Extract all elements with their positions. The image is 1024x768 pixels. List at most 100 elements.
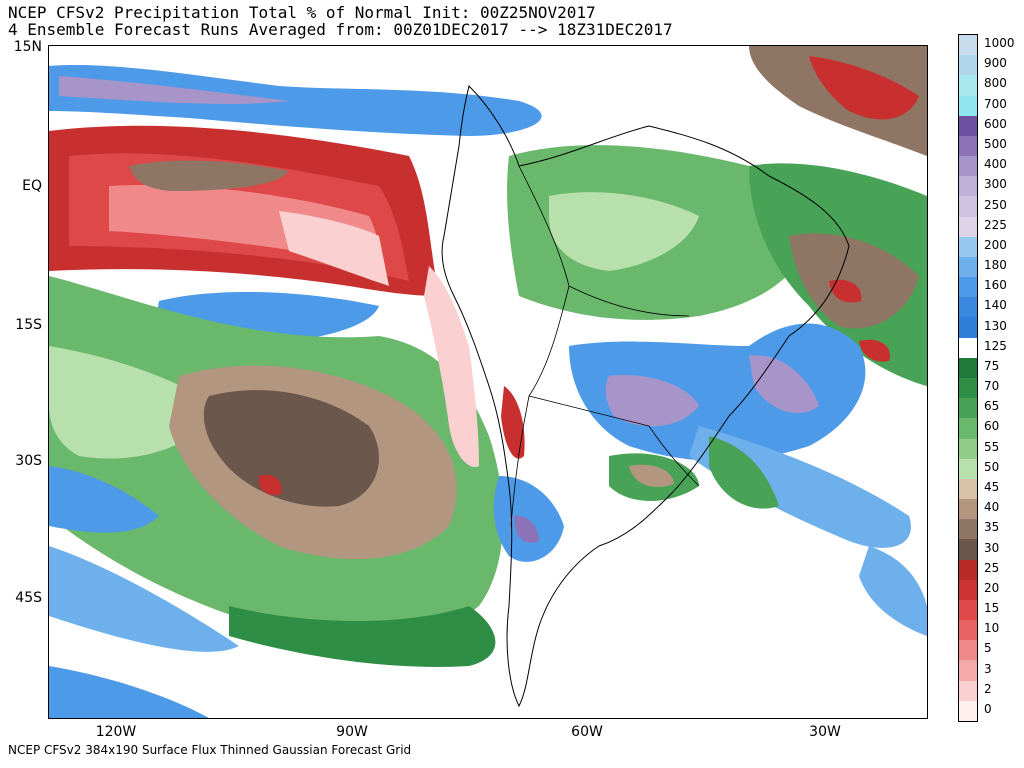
central-sa-blue xyxy=(569,323,866,461)
colorbar-label: 700 xyxy=(984,96,1007,111)
north-blue-inner xyxy=(59,76,289,104)
colorbar-segment xyxy=(959,115,977,137)
colorbar-segment xyxy=(959,156,977,177)
lat-label-45s: 45S xyxy=(15,590,42,606)
colorbar-segment xyxy=(959,700,977,722)
colorbar-label: 225 xyxy=(984,217,1007,232)
colorbar-label: 60 xyxy=(984,419,1000,434)
colorbar-segment xyxy=(959,418,977,440)
colorbar-label: 3 xyxy=(984,661,992,676)
colorbar-label: 140 xyxy=(984,298,1007,313)
central-sa-purple xyxy=(605,375,699,427)
colorbar-label: 1000 xyxy=(984,36,1015,51)
colorbar-segment xyxy=(959,378,977,399)
colorbar-segment xyxy=(959,337,977,359)
lon-label-30w: 30W xyxy=(809,724,841,740)
colorbar-label: 55 xyxy=(984,439,1000,454)
colorbar-segment xyxy=(959,297,977,318)
colorbar-label: 2 xyxy=(984,681,992,696)
colorbar-segment xyxy=(959,317,977,339)
colorbar-segment xyxy=(959,519,977,540)
colorbar-segment xyxy=(959,135,977,157)
colorbar-label: 900 xyxy=(984,56,1007,71)
colorbar-segment xyxy=(959,277,977,298)
colorbar-label: 125 xyxy=(984,338,1007,353)
colorbar-label: 300 xyxy=(984,177,1007,192)
ne-brazil-red xyxy=(829,279,862,303)
colorbar-label: 250 xyxy=(984,197,1007,212)
colorbar-label: 160 xyxy=(984,278,1007,293)
colorbar-segment xyxy=(959,35,977,56)
title-line-2: 4 Ensemble Forecast Runs Averaged from: … xyxy=(8,20,673,39)
amazon-light xyxy=(549,192,699,271)
uruguay-brown xyxy=(629,464,674,487)
title-line-1: NCEP CFSv2 Precipitation Total % of Norm… xyxy=(8,3,596,22)
precipitation-map xyxy=(48,45,928,719)
south-pacific-red-spot xyxy=(258,474,282,496)
south-america-coastline xyxy=(441,85,850,708)
colorbar-segment xyxy=(959,680,977,702)
colorbar-label: 500 xyxy=(984,136,1007,151)
colorbar-label: 35 xyxy=(984,520,1000,535)
ne-brazil-red-2 xyxy=(859,339,890,362)
colorbar-segment xyxy=(959,438,977,460)
colorbar-segment xyxy=(959,75,977,97)
colorbar-segment xyxy=(959,176,977,197)
footer-caption: NCEP CFSv2 384x190 Surface Flux Thinned … xyxy=(8,743,412,757)
colorbar-label: 40 xyxy=(984,500,1000,515)
country-borders xyxy=(510,165,700,527)
colorbar-label: 400 xyxy=(984,157,1007,172)
colorbar-label: 600 xyxy=(984,116,1007,131)
colorbar-label: 30 xyxy=(984,540,1000,555)
colorbar-segment xyxy=(959,357,977,379)
lon-label-120w: 120W xyxy=(95,724,137,740)
colorbar-segment xyxy=(959,640,977,661)
colorbar-label: 20 xyxy=(984,580,1000,595)
pacific-dry-light xyxy=(279,211,389,286)
colorbar-label: 180 xyxy=(984,258,1007,273)
colorbar-label: 5 xyxy=(984,641,992,656)
colorbar-segment xyxy=(959,539,977,561)
lat-label-15n: 15N xyxy=(13,39,42,55)
argentina-purple xyxy=(514,515,539,543)
pacific-brown-patch xyxy=(129,160,289,191)
north-atlantic-red xyxy=(809,56,919,120)
colorbar-segment xyxy=(959,196,977,218)
colorbar-label: 0 xyxy=(984,701,992,716)
colorbar-label: 45 xyxy=(984,479,1000,494)
colorbar-segment xyxy=(959,398,977,419)
colorbar-label: 50 xyxy=(984,459,1000,474)
colorbar-segment xyxy=(959,478,977,500)
colorbar-label: 75 xyxy=(984,358,1000,373)
coastal-red xyxy=(501,386,525,459)
sw-blue-band-2 xyxy=(49,546,239,652)
southern-green-band xyxy=(229,606,496,667)
north-blue-band xyxy=(49,65,542,136)
colorbar-segment xyxy=(959,620,977,641)
lat-label-eq: EQ xyxy=(22,178,42,194)
colorbar-segment xyxy=(959,599,977,621)
colorbar-segment xyxy=(959,579,977,601)
lat-label-15s: 15S xyxy=(15,317,42,333)
sw-blue-band-1 xyxy=(49,466,159,533)
colorbar-segment xyxy=(959,499,977,520)
colorbar-segment xyxy=(959,55,977,76)
lon-label-90w: 90W xyxy=(336,724,368,740)
lon-label-60w: 60W xyxy=(571,724,603,740)
colorbar-segment xyxy=(959,559,977,581)
south-atlantic-blue xyxy=(859,546,927,636)
colorbar-label: 70 xyxy=(984,379,1000,394)
lat-label-30s: 30S xyxy=(15,453,42,469)
argentina-blue xyxy=(493,476,564,562)
colorbar-segment xyxy=(959,95,977,117)
colorbar-segment xyxy=(959,256,977,278)
colorbar-segment xyxy=(959,660,977,682)
colorbar-label: 800 xyxy=(984,76,1007,91)
colorbar-label: 15 xyxy=(984,601,1000,616)
colorbar-segment xyxy=(959,236,977,258)
south-atlantic-green xyxy=(709,436,779,509)
colorbar-label: 130 xyxy=(984,318,1007,333)
colorbar-label: 65 xyxy=(984,399,1000,414)
colorbar-label: 200 xyxy=(984,237,1007,252)
south-pacific-dark-brown xyxy=(203,390,379,507)
